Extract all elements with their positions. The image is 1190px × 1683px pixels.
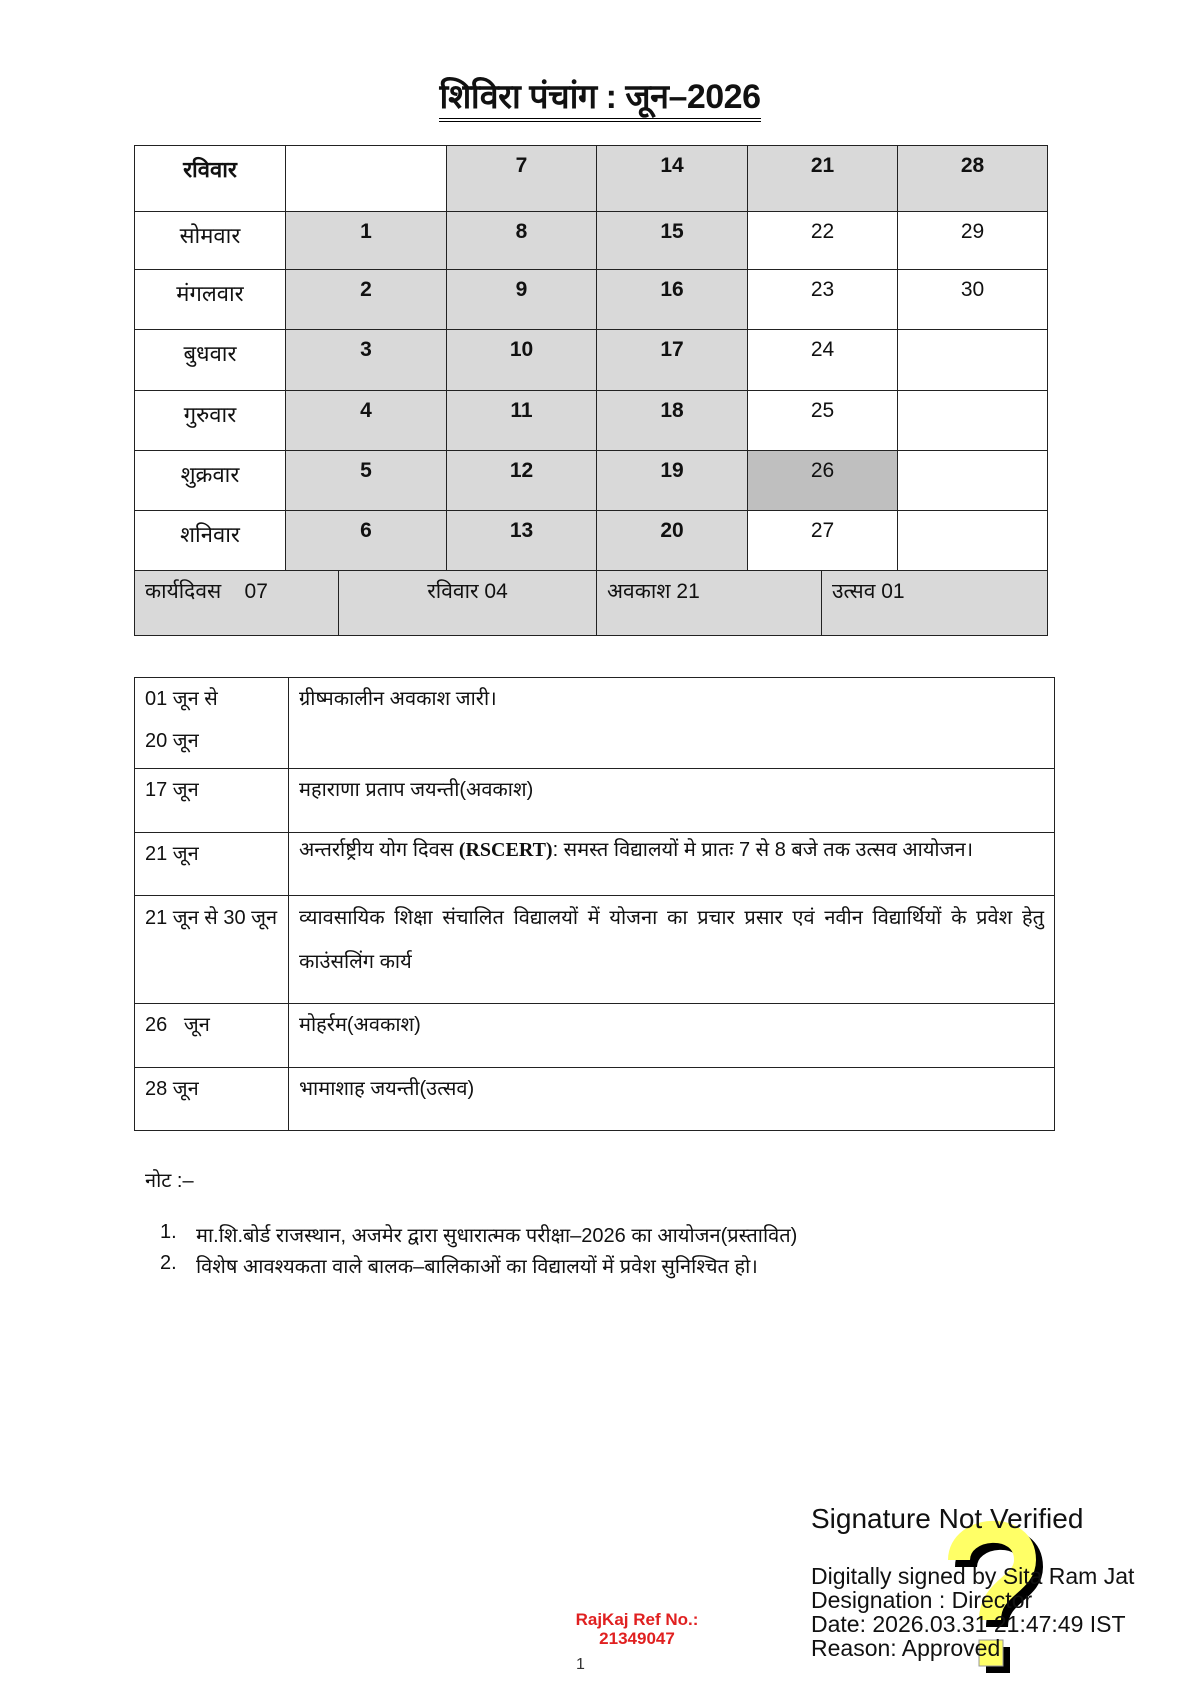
- event-text: मोहर्रम(अवकाश): [288, 1003, 1055, 1068]
- event-text: भामाशाह जयन्ती(उत्सव): [288, 1067, 1055, 1131]
- event-text: व्यावसायिक शिक्षा संचालित विद्यालयों में…: [288, 895, 1055, 1004]
- event-date: 17 जून: [134, 768, 289, 833]
- summary-festivals: उत्सव 01: [821, 570, 1048, 636]
- calendar-date-cell: 13: [446, 510, 597, 571]
- calendar-date-cell: 9: [446, 269, 597, 330]
- calendar-row: सोमवार 1 8 15 22 29: [134, 211, 1048, 270]
- calendar-date-cell: 22: [747, 211, 898, 270]
- event-text: अन्तर्राष्ट्रीय योग दिवस (RSCERT): समस्त…: [288, 832, 1055, 896]
- summary-sundays: रविवार 04: [338, 570, 597, 636]
- calendar-date-cell: 14: [596, 145, 748, 212]
- page-title: शिविरा पंचांग : जून–2026: [0, 72, 1190, 122]
- calendar-date-cell: 7: [446, 145, 597, 212]
- calendar-date-cell: 15: [596, 211, 748, 270]
- events-table: 01 जून से 20 जून ग्रीष्मकालीन अवकाश जारी।…: [134, 677, 1055, 1131]
- calendar-date-cell: [897, 390, 1048, 451]
- calendar-date-cell: 28: [897, 145, 1048, 212]
- weekday-label: सोमवार: [134, 211, 286, 270]
- summary-working-days: कार्यदिवस 07: [134, 570, 339, 636]
- table-row: 28 जून भामाशाह जयन्ती(उत्सव): [134, 1067, 1055, 1131]
- event-date: 26 जून: [134, 1003, 289, 1068]
- calendar-row: शनिवार 6 13 20 27: [134, 510, 1048, 571]
- notes-heading: नोट :–: [145, 1170, 194, 1192]
- calendar-date-cell: 17: [596, 329, 748, 391]
- rajkaj-ref: RajKaj Ref No.: 21349047: [575, 1610, 699, 1648]
- calendar-date-cell: 25: [747, 390, 898, 451]
- calendar-date-cell: 10: [446, 329, 597, 391]
- event-text: महाराणा प्रताप जयन्ती(अवकाश): [288, 768, 1055, 833]
- event-date: 21 जून से 30 जून: [134, 895, 289, 1004]
- calendar-date-cell: 8: [446, 211, 597, 270]
- calendar-date-cell: 2: [285, 269, 447, 330]
- calendar-date-cell: 3: [285, 329, 447, 391]
- calendar-date-cell: 16: [596, 269, 748, 330]
- signature-status: Signature Not Verified: [811, 1503, 1084, 1534]
- note-number: 1.: [160, 1221, 177, 1243]
- calendar-date-cell: 24: [747, 329, 898, 391]
- signature-designation: Designation : Director: [811, 1587, 1033, 1613]
- weekday-label: बुधवार: [134, 329, 286, 391]
- table-row: 26 जून मोहर्रम(अवकाश): [134, 1003, 1055, 1068]
- table-row: 17 जून महाराणा प्रताप जयन्ती(अवकाश): [134, 768, 1055, 833]
- calendar-date-cell: [897, 450, 1048, 511]
- calendar-date-cell: 5: [285, 450, 447, 511]
- event-date: 28 जून: [134, 1067, 289, 1131]
- calendar-date-cell: [897, 329, 1048, 391]
- event-date: 01 जून से 20 जून: [134, 677, 289, 769]
- weekday-label: शुक्रवार: [134, 450, 286, 511]
- calendar-date-cell: [897, 510, 1048, 571]
- note-number: 2.: [160, 1252, 177, 1274]
- calendar-table: रविवार 7 14 21 28 सोमवार 1 8 15 22 29 मंगलवार 2 9 16 23…: [134, 145, 1048, 571]
- calendar-date-cell: 12: [446, 450, 597, 511]
- calendar-date-cell: 27: [747, 510, 898, 571]
- calendar-date-cell: 4: [285, 390, 447, 451]
- calendar-date-cell: 19: [596, 450, 748, 511]
- calendar-date-cell: 29: [897, 211, 1048, 270]
- calendar-date-cell: 1: [285, 211, 447, 270]
- page-number: 1: [576, 1656, 585, 1673]
- weekday-label: रविवार: [134, 145, 286, 212]
- summary-holidays: अवकाश 21: [596, 570, 822, 636]
- table-row: 21 जून अन्तर्राष्ट्रीय योग दिवस (RSCERT):…: [134, 832, 1055, 896]
- event-text: ग्रीष्मकालीन अवकाश जारी।: [288, 677, 1055, 769]
- calendar-date-cell: 23: [747, 269, 898, 330]
- signature-signed-by: Digitally signed by Sita Ram Jat: [811, 1563, 1135, 1589]
- signature-reason: Reason: Approved: [811, 1635, 1001, 1661]
- note-text: विशेष आवश्यकता वाले बालक–बालिकाओं का विद…: [196, 1256, 758, 1278]
- table-row: 21 जून से 30 जून व्यावसायिक शिक्षा संचालि…: [134, 895, 1055, 1004]
- calendar-date-cell: [285, 145, 447, 212]
- calendar-date-cell: 18: [596, 390, 748, 451]
- calendar-date-cell: 20: [596, 510, 748, 571]
- weekday-label: शनिवार: [134, 510, 286, 571]
- calendar-row: गुरुवार 4 11 18 25: [134, 390, 1048, 451]
- calendar-row: मंगलवार 2 9 16 23 30: [134, 269, 1048, 330]
- calendar-date-cell: 30: [897, 269, 1048, 330]
- calendar-date-cell: 6: [285, 510, 447, 571]
- weekday-label: गुरुवार: [134, 390, 286, 451]
- calendar-row: बुधवार 3 10 17 24: [134, 329, 1048, 391]
- calendar-row: रविवार 7 14 21 28: [134, 145, 1048, 212]
- summary-row: कार्यदिवस 07 रविवार 04 अवकाश 21 उत्सव 01: [134, 570, 1048, 636]
- calendar-date-cell: 26: [747, 450, 898, 511]
- weekday-label: मंगलवार: [134, 269, 286, 330]
- question-mark-icon: [948, 1520, 1044, 1673]
- signature-date: Date: 2026.03.31 21:47:49 IST: [811, 1611, 1126, 1637]
- calendar-date-cell: 11: [446, 390, 597, 451]
- event-date: 21 जून: [134, 832, 289, 896]
- table-row: 01 जून से 20 जून ग्रीष्मकालीन अवकाश जारी।: [134, 677, 1055, 769]
- calendar-row: शुक्रवार 5 12 19 26: [134, 450, 1048, 511]
- calendar-date-cell: 21: [747, 145, 898, 212]
- note-text: मा.शि.बोर्ड राजस्थान, अजमेर द्वारा सुधार…: [196, 1225, 798, 1247]
